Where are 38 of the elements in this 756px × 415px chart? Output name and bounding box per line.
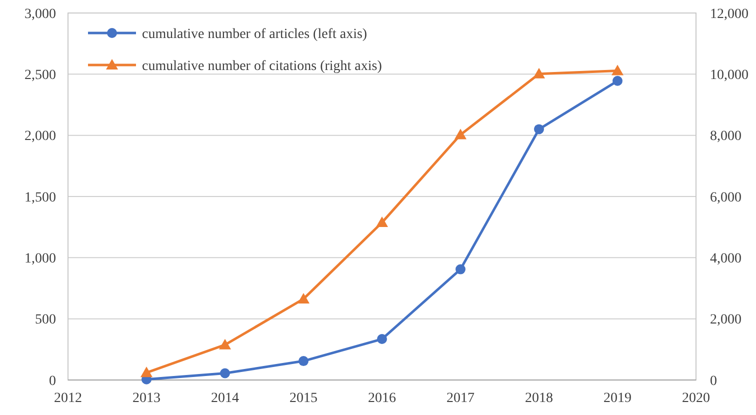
x-tick-label: 2015 [290,391,318,406]
x-tick-label: 2019 [604,391,632,406]
x-tick-label: 2018 [525,391,553,406]
x-tick-label: 2013 [132,391,160,406]
point [533,68,545,78]
y-tick-label: 0 [49,374,56,389]
y2-tick-label: 8,000 [710,129,742,144]
point [298,292,310,304]
y2-tick-label: 6,000 [710,190,742,206]
point [140,366,152,378]
x-tick-label: 2017 [446,391,474,406]
y-tick-label: 500 [35,312,56,328]
y2-tick-label: 10,000 [710,68,748,84]
point [377,334,387,344]
y2-tick-label: 4,000 [710,252,742,267]
legend-label: cumulative number of citations (right axis) [142,58,382,74]
point [298,356,308,366]
point [534,124,544,134]
y2-tick-label: 0 [710,374,717,389]
y-tick-label: 2,500 [24,68,56,84]
point [454,128,466,140]
legend-label: cumulative number of articles (left axis) [142,26,368,42]
x-tick-label: 2012 [54,391,82,406]
y-tick-label: 3,000 [24,6,56,22]
y2-tick-label: 12,000 [710,6,748,22]
x-tick-label: 2016 [368,391,396,406]
y2-tick-label: 2,000 [710,312,742,328]
y-tick-label: 1,000 [24,252,56,267]
point [612,64,624,76]
x-tick-label: 2020 [682,391,710,406]
point [219,338,231,350]
x-tick-label: 2014 [211,391,239,406]
point [376,216,388,227]
y-tick-label: 1,500 [24,190,56,206]
y-tick-label: 2,000 [24,129,56,144]
point [456,264,466,274]
point [220,368,230,378]
point [612,76,622,86]
